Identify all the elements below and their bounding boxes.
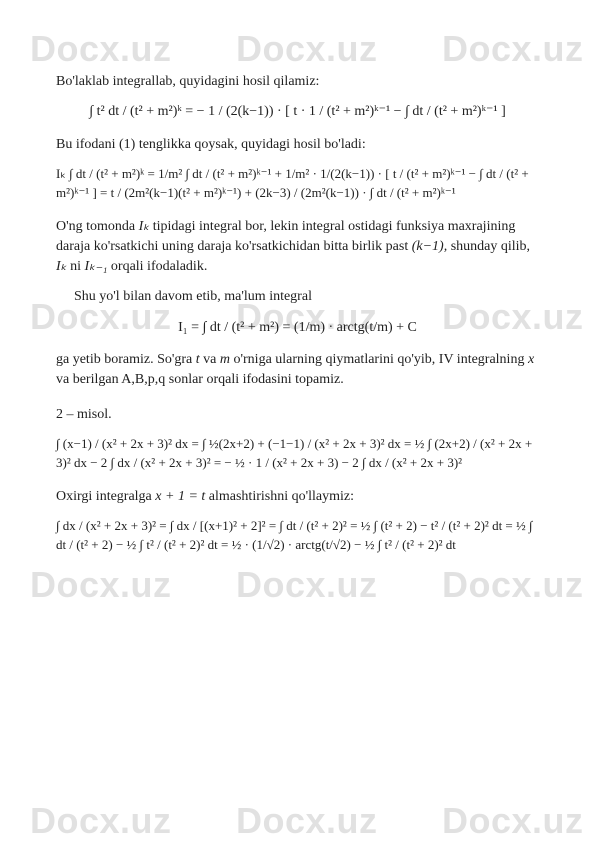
para-4: Shu yo'l bilan davom etib, ma'lum integr… [56, 287, 539, 307]
para-1: Bo'laklab integrallab, quyidagini hosil … [56, 72, 539, 92]
formula-4: ∫ (x−1) / (x² + 2x + 3)² dx = ∫ ½(2x+2) … [56, 435, 539, 473]
page-content: Bo'laklab integrallab, quyidagini hosil … [0, 0, 595, 609]
var-subst: x + 1 = t [155, 489, 205, 504]
para-3: O'ng tomonda Iₖ tipidagi integral bor, l… [56, 217, 539, 278]
text: ga yetib boramiz. So'gra [56, 352, 196, 367]
text: almashtirishni qo'llaymiz: [205, 489, 354, 504]
formula-1: ∫ t² dt / (t² + m²)ᵏ = − 1 / (2(k−1)) · … [56, 102, 539, 122]
var-Ik2: Iₖ [56, 259, 67, 274]
var-k-1: (k−1), [412, 239, 448, 254]
var-Ik: Iₖ [139, 219, 150, 234]
para-2: Bu ifodani (1) tenglikka qoysak, quyidag… [56, 135, 539, 155]
formula-5: ∫ dx / (x² + 2x + 3)² = ∫ dx / [(x+1)² +… [56, 517, 539, 555]
watermark-text: Docx.uz [236, 800, 378, 842]
var-m: m [220, 352, 230, 367]
formula-2: Iₖ ∫ dt / (t² + m²)ᵏ = 1/m² ∫ dt / (t² +… [56, 165, 539, 203]
text: va [200, 352, 220, 367]
text: ni [67, 259, 85, 274]
para-7: Oxirgi integralga x + 1 = t almashtirish… [56, 487, 539, 507]
text: Oxirgi integralga [56, 489, 155, 504]
var-Ik-1: Iₖ₋₁ [85, 259, 108, 274]
text: shunday qilib, [447, 239, 530, 254]
para-5: ga yetib boramiz. So'gra t va m o'rniga … [56, 350, 539, 391]
text: o'rniga ularning qiymatlarini qo'yib, IV… [230, 352, 528, 367]
formula-3: I₁ = ∫ dt / (t² + m²) = (1/m) · arctg(t/… [56, 318, 539, 338]
var-x: x [528, 352, 534, 367]
text: va berilgan A,B,p,q sonlar orqali ifodas… [56, 372, 344, 387]
watermark-text: Docx.uz [442, 800, 584, 842]
text: O'ng tomonda [56, 219, 139, 234]
watermark-text: Docx.uz [30, 800, 172, 842]
text: orqali ifodaladik. [107, 259, 207, 274]
para-6-example-label: 2 – misol. [56, 405, 539, 425]
